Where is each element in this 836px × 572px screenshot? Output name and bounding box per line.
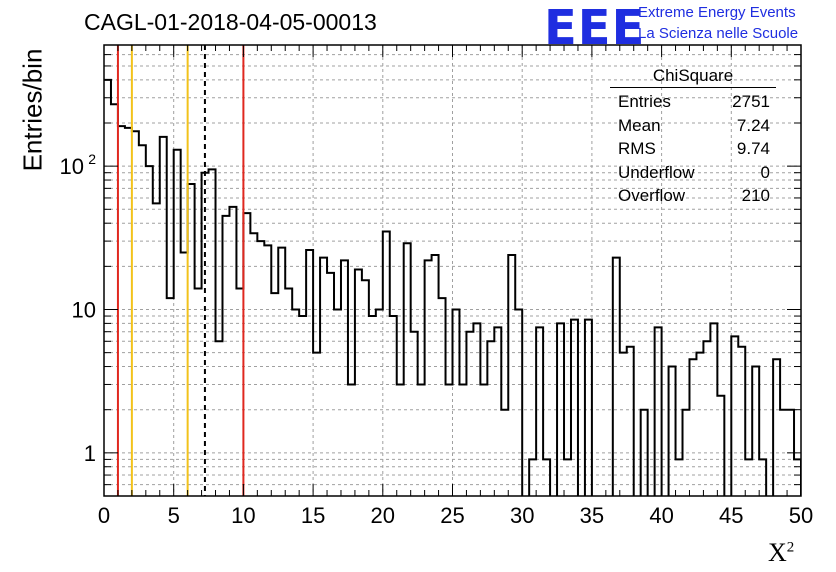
x-tick-label: 15 bbox=[301, 503, 325, 528]
x-tick-label: 50 bbox=[789, 503, 813, 528]
stats-value: 0 bbox=[760, 162, 770, 182]
x-tick-label: 30 bbox=[510, 503, 534, 528]
x-tick-label: 40 bbox=[649, 503, 673, 528]
stats-row-overflow: Overflow 210 bbox=[610, 184, 776, 208]
stats-value: 2751 bbox=[732, 92, 770, 111]
stats-label: Overflow bbox=[618, 186, 686, 205]
x-tick-label: 45 bbox=[719, 503, 743, 528]
x-axis-label-exponent: 2 bbox=[786, 539, 795, 556]
stats-row-underflow: Underflow 0 bbox=[610, 161, 776, 185]
stats-value: 210 bbox=[741, 186, 770, 205]
x-axis-label: X2 bbox=[768, 538, 794, 568]
x-tick-label: 10 bbox=[231, 503, 255, 528]
stats-label: Mean bbox=[618, 115, 661, 135]
x-tick-label: 20 bbox=[371, 503, 395, 528]
stats-row-mean: Mean 7.24 bbox=[610, 114, 776, 138]
y-axis-label: Entries/bin bbox=[17, 48, 48, 172]
y-tick-label: 10 bbox=[60, 154, 84, 179]
stats-box: ChiSquare Entries 2751 Mean 7.24 RMS 9.7… bbox=[610, 66, 776, 208]
stats-label: RMS bbox=[618, 139, 656, 158]
x-tick-label: 0 bbox=[98, 503, 110, 528]
logo-line-1: Extreme Energy Events bbox=[638, 4, 796, 21]
stats-label: Entries bbox=[618, 92, 671, 111]
eee-logo: EEE bbox=[544, 0, 646, 56]
x-tick-label: 5 bbox=[168, 503, 180, 528]
y-tick-label-exponent: 2 bbox=[88, 151, 96, 167]
x-tick-label: 35 bbox=[580, 503, 604, 528]
y-tick-label: 10 bbox=[72, 297, 96, 322]
histogram-step-line bbox=[104, 78, 801, 496]
stats-value: 9.74 bbox=[736, 139, 770, 158]
stats-box-title: ChiSquare bbox=[610, 66, 776, 88]
x-tick-label: 25 bbox=[440, 503, 464, 528]
chart-title: CAGL-01-2018-04-05-00013 bbox=[84, 9, 377, 35]
x-axis-label-symbol: X bbox=[768, 538, 787, 567]
stats-label: Underflow bbox=[618, 162, 695, 182]
logo-line-2: La Scienza nelle Scuole bbox=[638, 25, 799, 42]
stats-value: 7.24 bbox=[736, 115, 770, 135]
stats-row-entries: Entries 2751 bbox=[610, 90, 776, 114]
stats-row-rms: RMS 9.74 bbox=[610, 137, 776, 161]
y-tick-label: 1 bbox=[84, 441, 96, 466]
